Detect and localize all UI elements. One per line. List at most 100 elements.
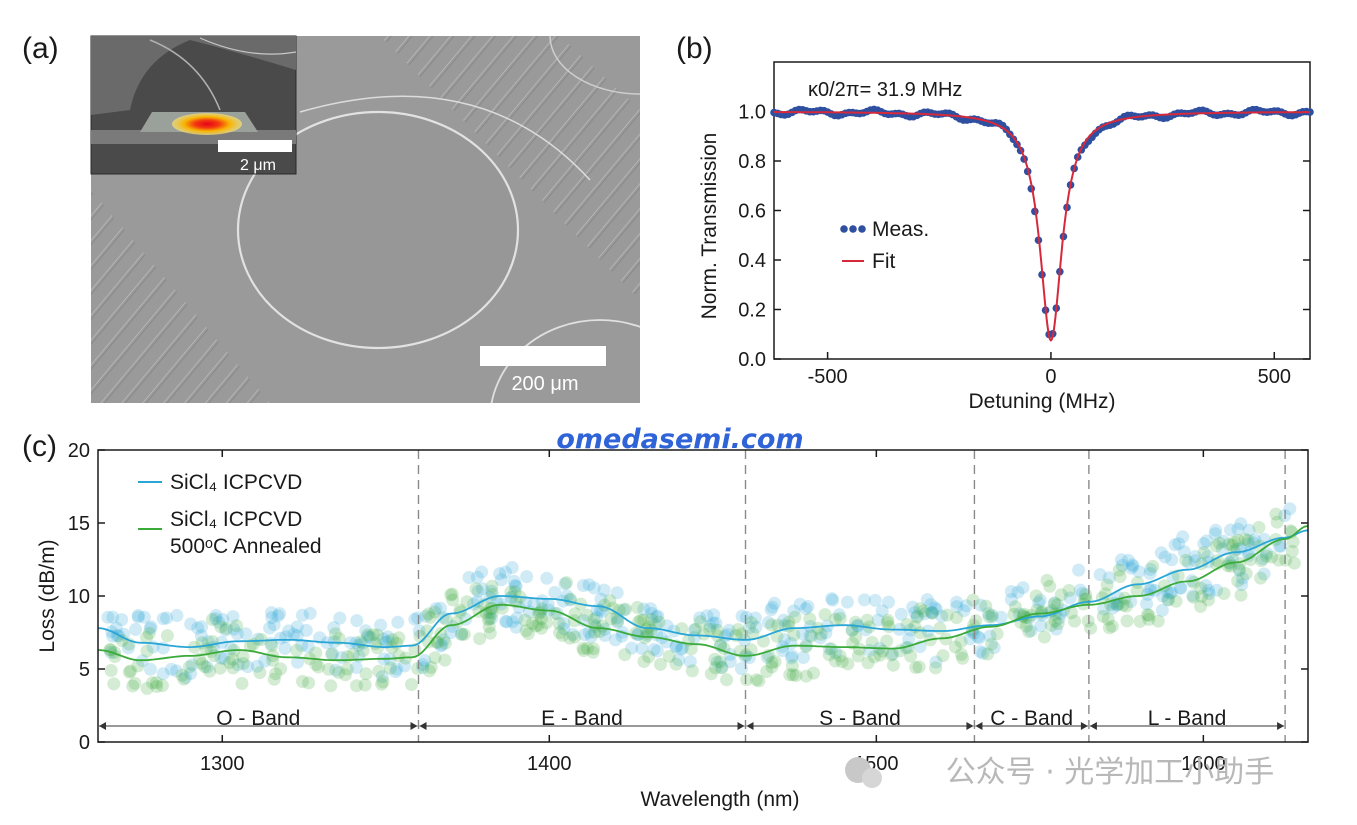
annealed-point (469, 582, 483, 596)
annealed-point (835, 655, 849, 669)
band-boundaries (99, 450, 1286, 742)
waveguide-bundle-left (91, 190, 270, 403)
icpcvd-point (356, 636, 370, 650)
icpcvd-point (826, 593, 840, 607)
annealed-point (1037, 630, 1051, 644)
icpcvd-point (611, 615, 624, 629)
annealed-point (788, 610, 802, 624)
icpcvd-point (700, 609, 714, 623)
icpcvd-point (1102, 571, 1116, 585)
icpcvd-point (265, 606, 278, 620)
icpcvd-point (1155, 603, 1169, 617)
meas-series (770, 105, 1314, 339)
annealed-point (370, 641, 384, 655)
icpcvd-point (635, 642, 649, 655)
b-xticks: -500 0 500 (808, 352, 1291, 388)
annealed-point (630, 600, 644, 614)
annealed-point (739, 648, 753, 662)
c-ytick-label: 0 (79, 732, 90, 754)
annealed-point (865, 635, 879, 649)
icpcvd-point (1216, 534, 1230, 548)
annealed-point (1050, 598, 1064, 612)
icpcvd-point (761, 616, 775, 629)
inset-scalebar-label: 2 μm (240, 157, 276, 174)
annealed-point (265, 639, 279, 653)
annealed-point (1096, 609, 1110, 623)
icpcvd-point (137, 610, 151, 624)
b-xlabel: Detuning (MHz) (968, 390, 1115, 413)
annealed-point (198, 660, 212, 674)
icpcvd-point (1231, 522, 1245, 536)
icpcvd-point (608, 633, 622, 647)
icpcvd-point (672, 653, 686, 667)
annealed-point (860, 613, 874, 627)
annealed-point (508, 585, 522, 599)
annealed-point (390, 636, 404, 650)
annealed-point (358, 678, 372, 692)
annealed-point (708, 652, 722, 666)
icpcvd-point (326, 647, 339, 661)
icpcvd-point (924, 598, 938, 612)
icpcvd-point (226, 610, 240, 624)
icpcvd-point (1049, 622, 1063, 636)
icpcvd-point (801, 600, 815, 613)
annealed-point (618, 648, 632, 662)
icpcvd-point (144, 662, 157, 676)
icpcvd-point (239, 627, 253, 641)
icpcvd-point (1165, 585, 1178, 599)
icpcvd-point (1173, 581, 1187, 595)
annealed-point (807, 666, 820, 680)
icpcvd-point (274, 631, 287, 645)
icpcvd-point (548, 586, 562, 599)
annealed-point (1151, 614, 1165, 628)
annealed-point (1064, 606, 1078, 620)
icpcvd-point (1063, 591, 1077, 605)
icpcvd-point (258, 654, 272, 668)
icpcvd-point (1172, 537, 1186, 551)
icpcvd-point (902, 632, 916, 646)
icpcvd-point (1076, 587, 1090, 600)
annealed-point (431, 635, 445, 649)
annealed-point (405, 678, 418, 691)
icpcvd-point (506, 615, 519, 629)
icpcvd-point (540, 571, 554, 585)
icpcvd-point (799, 602, 813, 616)
icpcvd-point (576, 579, 590, 592)
icpcvd-point (1132, 565, 1146, 579)
annealed-point (529, 619, 543, 633)
icpcvd-point (241, 660, 255, 674)
panel-c-label: (c) (22, 430, 57, 463)
annealed-point (990, 627, 1004, 641)
wechat-text: 公众号 · 光学加工小助手 (946, 755, 1275, 790)
icpcvd-point (1176, 530, 1190, 544)
annealed-point (1179, 553, 1193, 567)
annealed-point (160, 629, 174, 643)
icpcvd-point (435, 638, 449, 652)
annealed-point (760, 665, 774, 678)
annealed-point (979, 599, 993, 613)
main-scalebar-label: 200 μm (511, 373, 578, 395)
annealed-point (693, 615, 707, 629)
annealed-point (1120, 614, 1134, 628)
icpcvd-point (1201, 549, 1215, 563)
icpcvd-point (1256, 552, 1270, 566)
annealed-point (586, 645, 600, 659)
icpcvd-point (785, 649, 799, 663)
icpcvd-point (416, 661, 430, 675)
icpcvd-point (419, 609, 433, 623)
annealed-point (880, 616, 894, 630)
icpcvd-point (412, 624, 426, 638)
icpcvd-point (950, 600, 964, 614)
annealed-point (1146, 559, 1160, 573)
icpcvd-point (1048, 596, 1062, 610)
icpcvd-point (303, 606, 317, 620)
icpcvd-point (527, 597, 541, 611)
annealed-point (230, 619, 244, 633)
icpcvd-point (1144, 562, 1157, 576)
annealed-point (740, 673, 754, 687)
legend-meas-label: Meas. (872, 218, 929, 241)
annealed-point (689, 623, 703, 636)
annealed-point (861, 656, 875, 670)
annealed-point (948, 640, 962, 654)
panel-b-label: (b) (676, 32, 713, 65)
